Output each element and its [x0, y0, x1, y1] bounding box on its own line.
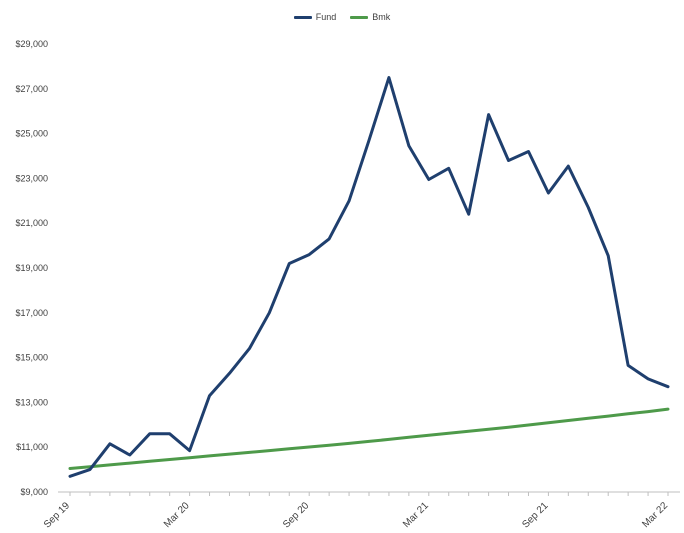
y-tick-label: $15,000 [15, 353, 48, 363]
y-axis: $9,000 $11,000 $13,000 $15,000 $17,000 $19,00… [15, 39, 48, 497]
x-tick-label: Mar 22 [640, 500, 670, 530]
x-axis: Sep 19 Mar 20 Sep 20 Mar 21 Sep 21 Mar 22 [42, 492, 680, 531]
x-tick-label: Sep 21 [520, 500, 550, 530]
x-tick-label: Mar 20 [162, 500, 192, 530]
y-tick-label: $19,000 [15, 263, 48, 273]
y-tick-label: $29,000 [15, 39, 48, 49]
x-tick-label: Sep 19 [42, 500, 72, 530]
y-tick-label: $17,000 [15, 308, 48, 318]
x-tick-label: Sep 20 [281, 500, 311, 530]
y-tick-label: $21,000 [15, 218, 48, 228]
y-tick-label: $13,000 [15, 397, 48, 407]
y-tick-label: $11,000 [16, 442, 48, 452]
y-tick-label: $23,000 [15, 173, 48, 183]
y-tick-label: $25,000 [15, 129, 48, 139]
series-line-fund [70, 78, 668, 477]
x-tick-label: Mar 21 [401, 500, 431, 530]
series-line-bmk [70, 409, 668, 468]
y-tick-label: $27,000 [15, 84, 48, 94]
series-layer [70, 78, 668, 477]
y-tick-label: $9,000 [20, 487, 48, 497]
